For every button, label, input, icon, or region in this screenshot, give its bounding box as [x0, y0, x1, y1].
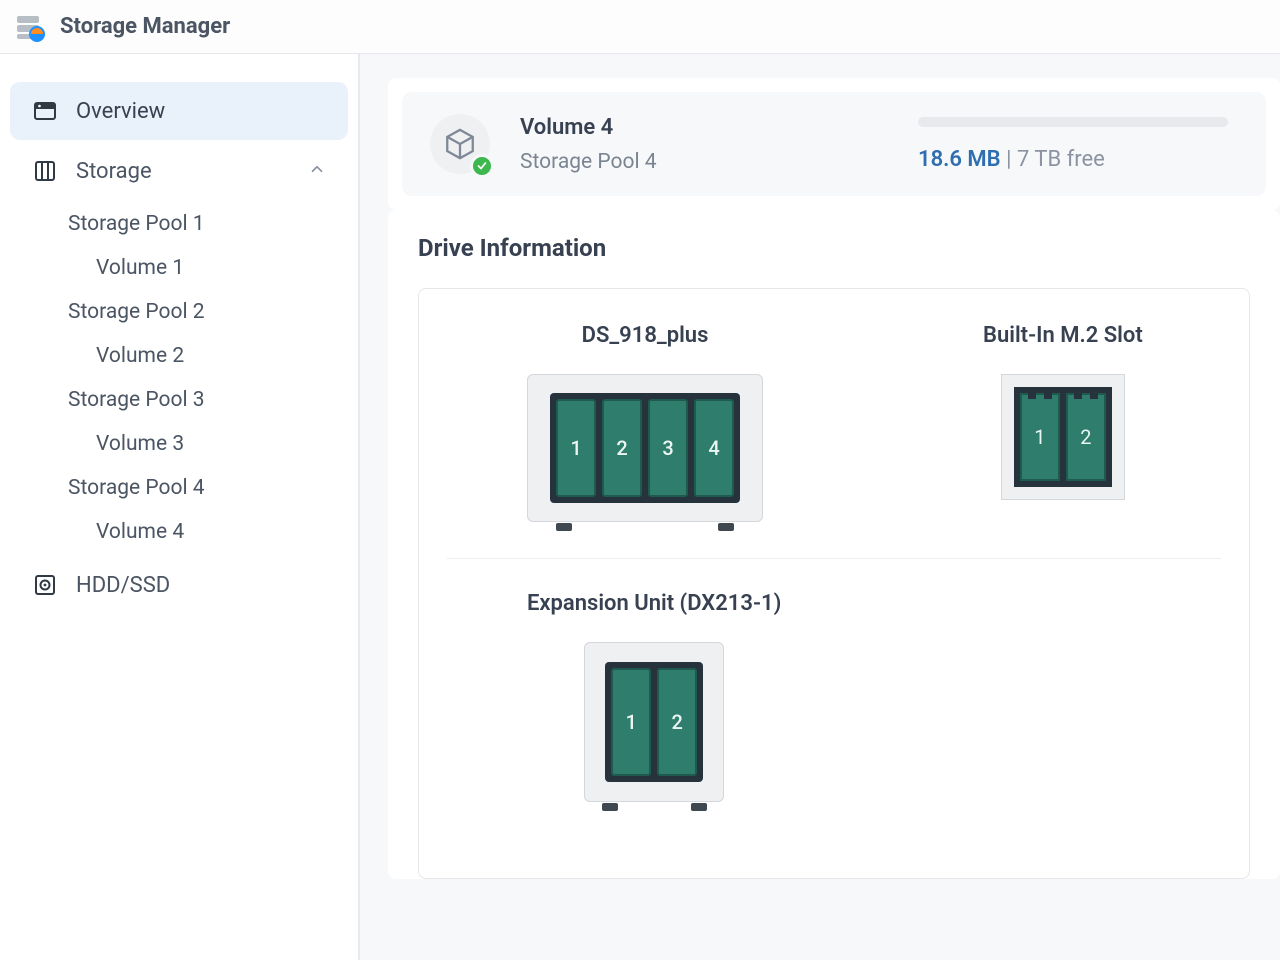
- chevron-up-icon: [308, 159, 326, 184]
- sidebar-item-label: HDD/SSD: [76, 573, 170, 598]
- m2-enclosure: 1 2: [1001, 374, 1125, 500]
- sidebar-item-label: Volume 3: [96, 432, 184, 456]
- sidebar-item-label: Storage Pool 3: [68, 388, 205, 412]
- sidebar-item-volume-3[interactable]: Volume 3: [40, 422, 358, 466]
- drive-unit-m2[interactable]: Built-In M.2 Slot 1 2: [983, 323, 1143, 522]
- unit-title: Expansion Unit (DX213-1): [527, 591, 781, 616]
- sidebar-item-label: Storage Pool 2: [68, 300, 205, 324]
- sidebar-item-volume-4[interactable]: Volume 4: [40, 510, 358, 554]
- volume-card[interactable]: Volume 4 Storage Pool 4 18.6 MB | 7 TB f…: [402, 92, 1266, 196]
- unit-title: Built-In M.2 Slot: [983, 323, 1143, 348]
- drive-row-1: DS_918_plus 1 2 3 4: [447, 309, 1221, 558]
- drive-bay[interactable]: 3: [648, 399, 688, 497]
- status-healthy-icon: [470, 154, 494, 178]
- drive-bay[interactable]: 2: [602, 399, 642, 497]
- volume-name: Volume 4: [520, 115, 657, 140]
- volume-text: Volume 4 Storage Pool 4: [520, 115, 657, 174]
- storage-icon: [32, 158, 58, 184]
- sidebar-item-label: Volume 4: [96, 520, 184, 544]
- bay-label: 2: [671, 710, 682, 734]
- sidebar-storage-tree: Storage Pool 1 Volume 1 Storage Pool 2 V…: [0, 202, 358, 554]
- drive-information-section: Drive Information DS_918_plus 1 2 3 4: [388, 210, 1280, 879]
- sidebar: Overview Storage Storage Pool 1 Volume 1…: [0, 54, 360, 960]
- sidebar-item-label: Overview: [76, 99, 165, 124]
- drive-panel: DS_918_plus 1 2 3 4: [418, 288, 1250, 879]
- bay-label: 4: [708, 436, 719, 460]
- volume-icon: [430, 114, 490, 174]
- sidebar-item-label: Storage: [76, 159, 152, 184]
- sidebar-item-volume-1[interactable]: Volume 1: [40, 246, 358, 290]
- volume-usage-bar: [918, 117, 1228, 127]
- enclosure-expansion: 1 2: [584, 642, 724, 802]
- unit-title: DS_918_plus: [582, 323, 709, 348]
- bay-label: 1: [625, 710, 636, 734]
- drive-bay[interactable]: 2: [657, 668, 697, 776]
- sidebar-item-pool-4[interactable]: Storage Pool 4: [40, 466, 358, 510]
- sidebar-item-label: Volume 1: [96, 256, 184, 280]
- sidebar-item-storage[interactable]: Storage: [10, 142, 348, 200]
- m2-slot[interactable]: 1: [1020, 393, 1060, 481]
- app-icon: [14, 11, 46, 43]
- drive-bay[interactable]: 4: [694, 399, 734, 497]
- content: Overview Storage Storage Pool 1 Volume 1…: [0, 54, 1280, 960]
- bay-strip: 1 2: [605, 662, 703, 782]
- drive-bay[interactable]: 1: [556, 399, 596, 497]
- overview-icon: [32, 98, 58, 124]
- bay-strip: 1 2 3 4: [550, 393, 740, 503]
- titlebar: Storage Manager: [0, 0, 1280, 54]
- sidebar-item-label: Storage Pool 1: [68, 212, 205, 236]
- section-title: Drive Information: [418, 234, 1250, 262]
- bay-label: 3: [662, 436, 673, 460]
- drive-unit-expansion[interactable]: Expansion Unit (DX213-1) 1 2: [527, 591, 781, 802]
- bay-label: 2: [616, 436, 627, 460]
- drive-unit-main[interactable]: DS_918_plus 1 2 3 4: [527, 323, 763, 522]
- volume-usage-text: 18.6 MB | 7 TB free: [918, 147, 1105, 172]
- hddssd-icon: [32, 572, 58, 598]
- slot-label: 1: [1034, 425, 1045, 449]
- sidebar-item-hddssd[interactable]: HDD/SSD: [10, 556, 348, 614]
- volume-pool: Storage Pool 4: [520, 150, 657, 174]
- volume-used: 18.6 MB: [918, 147, 1001, 172]
- sidebar-item-label: Storage Pool 4: [68, 476, 205, 500]
- sidebar-item-label: Volume 2: [96, 344, 184, 368]
- enclosure-main: 1 2 3 4: [527, 374, 763, 522]
- slot-label: 2: [1080, 425, 1091, 449]
- drive-bay[interactable]: 1: [611, 668, 651, 776]
- separator: |: [1001, 147, 1017, 172]
- volume-summary-card: Volume 4 Storage Pool 4 18.6 MB | 7 TB f…: [388, 78, 1280, 210]
- sidebar-item-pool-2[interactable]: Storage Pool 2: [40, 290, 358, 334]
- main: Volume 4 Storage Pool 4 18.6 MB | 7 TB f…: [360, 54, 1280, 960]
- sidebar-item-overview[interactable]: Overview: [10, 82, 348, 140]
- app-title: Storage Manager: [60, 14, 230, 39]
- drive-row-2: Expansion Unit (DX213-1) 1 2: [447, 558, 1221, 838]
- sidebar-item-pool-1[interactable]: Storage Pool 1: [40, 202, 358, 246]
- sidebar-item-volume-2[interactable]: Volume 2: [40, 334, 358, 378]
- m2-slot[interactable]: 2: [1066, 393, 1106, 481]
- bay-label: 1: [570, 436, 581, 460]
- sidebar-item-pool-3[interactable]: Storage Pool 3: [40, 378, 358, 422]
- volume-stats: 18.6 MB | 7 TB free: [918, 117, 1238, 172]
- m2-strip: 1 2: [1014, 387, 1112, 487]
- volume-free: 7 TB free: [1017, 147, 1105, 172]
